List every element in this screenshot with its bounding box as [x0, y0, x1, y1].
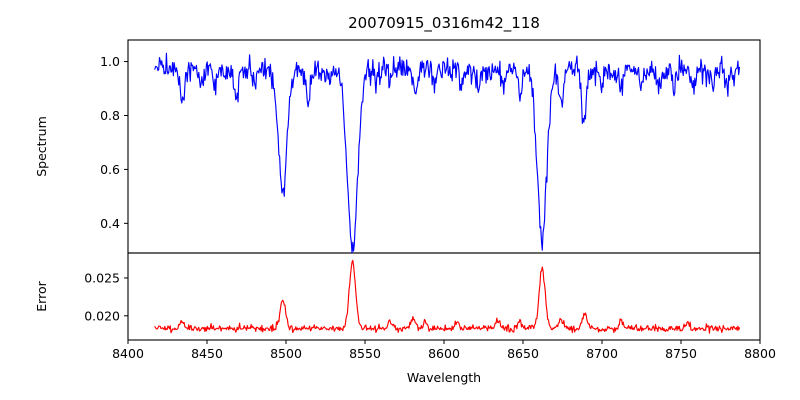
y-tick-label: 0.025 — [84, 270, 120, 285]
error-data-line — [154, 259, 741, 334]
x-tick-label: 8400 — [112, 346, 144, 361]
y-axis-label-spectrum: Spectrum — [34, 116, 49, 177]
x-tick-label: 8650 — [507, 346, 539, 361]
y-tick-label: 0.4 — [100, 216, 120, 231]
y-tick-label: 0.020 — [84, 308, 120, 323]
x-tick-label: 8450 — [191, 346, 223, 361]
y-axis-label-error: Error — [34, 280, 49, 311]
x-tick-label: 8700 — [586, 346, 618, 361]
x-tick-label: 8550 — [349, 346, 381, 361]
y-tick-label: 0.6 — [100, 162, 120, 177]
x-axis-label: Wavelength — [407, 370, 481, 385]
spectrum-data-line — [154, 52, 741, 254]
error-panel-frame — [127, 252, 761, 341]
chart-title: 20070915_0316m42_118 — [348, 14, 540, 33]
x-tick-label: 8600 — [428, 346, 460, 361]
y-tick-label: 0.8 — [100, 108, 120, 123]
x-tick-label: 8750 — [665, 346, 697, 361]
y-tick-label: 1.0 — [100, 54, 120, 69]
x-tick-label: 8500 — [270, 346, 302, 361]
x-tick-label: 8800 — [744, 346, 776, 361]
